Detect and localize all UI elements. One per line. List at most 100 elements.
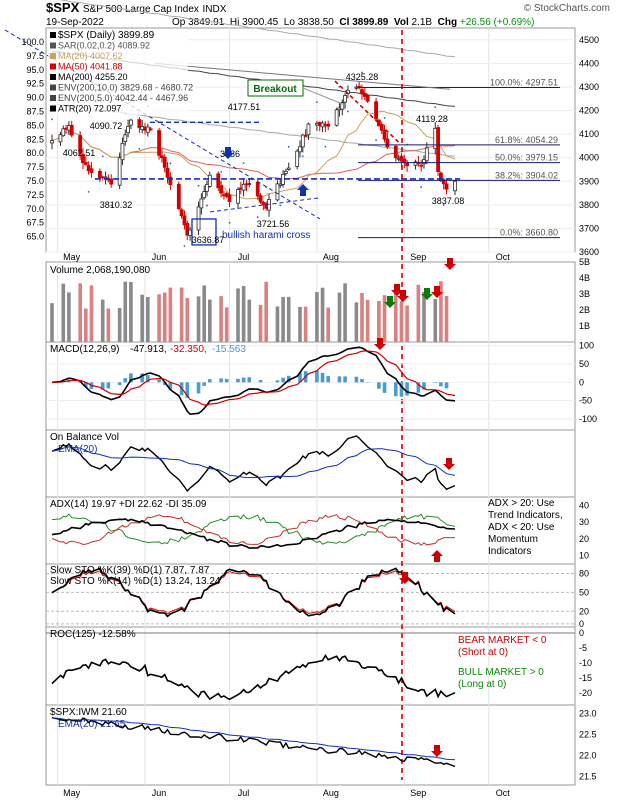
candle-body-63 xyxy=(300,134,305,148)
candle-body-85 xyxy=(385,138,390,148)
sto-tick-0: 0 xyxy=(579,619,584,629)
price-tick-left-9: 77.5 xyxy=(26,162,44,172)
vol-value: 2.1B xyxy=(411,17,433,28)
open-label: Op xyxy=(172,17,186,28)
macd-hist-bar-18 xyxy=(123,378,128,383)
sar-dot-66 xyxy=(316,101,318,104)
macd-hist-bar-24 xyxy=(146,375,150,383)
high-value: 3900.45 xyxy=(242,17,279,28)
candle-body-30 xyxy=(168,176,173,186)
volume-bar-78 xyxy=(360,292,364,342)
obv-ema-label: EMA(20) xyxy=(58,444,97,455)
roc-label: ROC(125) -12.58% xyxy=(50,629,136,640)
sar-dot-36 xyxy=(197,184,200,187)
candle-body-17 xyxy=(120,142,125,161)
candle-body-13 xyxy=(103,176,108,179)
price-tick-right-3700: 3700 xyxy=(579,223,599,233)
volume-red-arrow-2 xyxy=(397,290,409,302)
candle-body-78 xyxy=(360,89,364,95)
macd-label-hist: -15.563 xyxy=(212,344,246,355)
close-value: 3899.89 xyxy=(352,17,389,28)
sto-label-1: Slow STO %K(39) %D(1) 7.87, 7.87 xyxy=(50,565,210,576)
macd-hist-bar-28 xyxy=(162,382,167,386)
candle-body-57 xyxy=(278,183,283,186)
candle-body-5 xyxy=(69,124,74,136)
macd-label-prefix: MACD(12,26,9) xyxy=(50,344,119,355)
price-tick-left-13: 67.5 xyxy=(26,218,44,228)
volume-green-arrow-1 xyxy=(384,296,396,308)
breakout-label: Breakout xyxy=(253,84,297,95)
candle-body-42 xyxy=(219,185,223,194)
bullish-harami-label: bullish harami cross xyxy=(222,230,310,241)
volume-bar-2 xyxy=(61,283,66,342)
macd-hist-bar-58 xyxy=(281,377,285,383)
legend-ma200: MA(200) 4255.20 xyxy=(58,72,128,82)
macd-hist-bar-36 xyxy=(196,382,201,394)
adx-note-line-3: Momentum xyxy=(488,534,538,545)
panel-frame-ratio xyxy=(45,704,576,786)
macd-hist-bar-98 xyxy=(439,382,443,387)
candle-body-51 xyxy=(255,181,260,197)
candle-body-94 xyxy=(422,159,426,165)
macd-hist-bar-48 xyxy=(241,377,246,383)
sar-dot-3 xyxy=(65,149,67,152)
sar-dot-21 xyxy=(138,147,141,150)
volume-bar-94 xyxy=(422,291,426,342)
volume-bar-26 xyxy=(157,294,161,342)
sar-dot-57 xyxy=(279,204,282,207)
price-tick-right-4500: 4500 xyxy=(579,35,599,45)
legend-ma50: MA(50) 4041.88 xyxy=(58,62,123,72)
volume-bar-44 xyxy=(224,307,229,342)
obv-line xyxy=(51,435,456,493)
ratio-red-arrow xyxy=(431,745,443,757)
volume-bar-12 xyxy=(100,299,105,342)
volume-bar-50 xyxy=(247,299,252,342)
candle-body-32 xyxy=(179,209,184,217)
adx-minus-di-line xyxy=(51,514,455,546)
candle-body-71 xyxy=(334,109,339,126)
candle-body-29 xyxy=(165,167,170,178)
macd-tick-2: 0 xyxy=(579,377,584,387)
macd-hist-bar-40 xyxy=(208,379,212,383)
candle-body-15 xyxy=(109,178,114,185)
candle-body-20 xyxy=(129,119,133,126)
candle-body-79 xyxy=(362,92,367,97)
volume-bar-48 xyxy=(241,285,246,342)
sar-dot-15 xyxy=(110,204,113,207)
volume-bar-98 xyxy=(439,281,443,342)
volume-tick-3B: 3B xyxy=(579,289,590,299)
fib-label-3: 38.2%: 3904.02 xyxy=(495,170,558,180)
volume-bar-60 xyxy=(286,296,291,342)
adx-plus-di-line xyxy=(51,513,456,545)
price-label-p4177: 4177.51 xyxy=(228,102,261,112)
candle-body-21 xyxy=(137,119,142,128)
candle-body-101 xyxy=(453,180,457,192)
sto-tick-20: 20 xyxy=(579,606,589,616)
price-label-p3636: 3636.87 xyxy=(192,235,225,245)
macd-hist-bar-20 xyxy=(129,373,133,383)
month-label-bottom-Jul: Jul xyxy=(238,788,250,798)
volume-bar-86 xyxy=(394,289,398,342)
price-tick-left-8: 80.0 xyxy=(26,148,44,158)
candle-body-99 xyxy=(441,179,446,185)
roc-bull-note-0: BULL MARKET > 0 xyxy=(458,667,544,678)
volume-bar-40 xyxy=(208,299,212,342)
macd-hist-bar-76 xyxy=(354,376,359,383)
price-tick-left-10: 75.0 xyxy=(26,176,44,186)
month-label-top-Aug: Aug xyxy=(323,252,339,262)
candle-body-74 xyxy=(343,95,347,103)
macd-tick-4: -100 xyxy=(579,414,597,424)
volume-tick-2B: 2B xyxy=(579,305,590,315)
volume-green-arrow-2 xyxy=(421,288,433,300)
vol-label: Vol xyxy=(393,17,409,28)
macd-hist-bar-82 xyxy=(377,382,381,389)
price-label-p4119: 4119.28 xyxy=(416,114,448,124)
candle-body-9 xyxy=(86,165,91,172)
volume-tick-1B: 1B xyxy=(579,321,590,331)
volume-bar-6 xyxy=(78,283,82,342)
volume-bar-68 xyxy=(320,287,325,342)
sar-dot-33 xyxy=(183,245,186,247)
sto-red-arrow xyxy=(399,572,411,584)
candle-body-7 xyxy=(81,154,85,164)
legend-swatch-env1 xyxy=(50,84,56,91)
